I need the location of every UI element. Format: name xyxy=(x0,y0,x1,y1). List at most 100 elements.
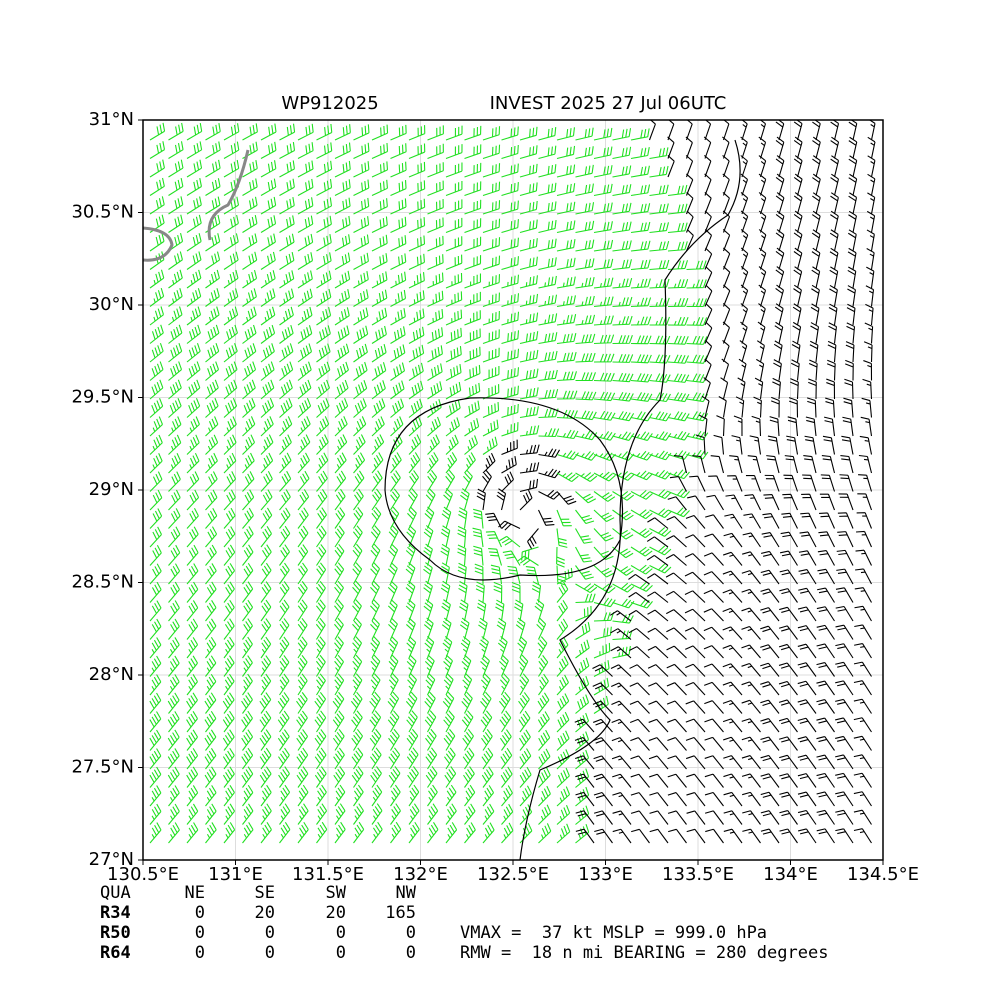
wind-barb xyxy=(390,271,407,289)
wind-barb xyxy=(667,469,690,480)
wind-barb xyxy=(186,618,199,640)
wind-barb xyxy=(279,489,291,511)
wind-barb xyxy=(241,766,254,788)
wind-barb xyxy=(352,617,362,640)
wind-barb xyxy=(612,582,635,593)
wind-barb xyxy=(857,493,873,511)
wind-barb xyxy=(168,618,180,640)
wind-barb xyxy=(803,455,817,474)
wind-barb xyxy=(575,810,595,825)
wind-barb xyxy=(741,718,761,733)
wind-barb xyxy=(649,147,669,160)
wind-barb xyxy=(575,183,594,197)
wind-barb xyxy=(499,654,509,677)
wind-barb xyxy=(519,729,531,751)
wind-barb xyxy=(316,673,326,696)
wind-barb xyxy=(440,543,450,566)
wind-barb xyxy=(686,317,708,326)
wind-barb xyxy=(353,470,365,492)
wind-barb xyxy=(390,488,400,511)
wind-barb xyxy=(204,692,217,714)
wind-barb xyxy=(593,202,613,215)
wind-barb xyxy=(756,358,765,381)
wind-barb xyxy=(706,494,724,511)
wind-barb xyxy=(811,247,821,270)
wind-barb xyxy=(630,335,652,345)
wind-barb xyxy=(316,343,331,363)
wind-barb xyxy=(334,452,347,474)
wind-barb xyxy=(316,562,327,585)
wind-barb xyxy=(369,691,381,714)
wind-barb xyxy=(835,717,854,733)
wind-barb xyxy=(830,210,839,233)
wind-barb xyxy=(593,372,615,382)
wind-barb xyxy=(798,828,817,844)
wind-barb xyxy=(186,785,199,807)
wind-barb xyxy=(809,340,819,363)
wind-barb xyxy=(149,489,163,511)
wind-barb xyxy=(519,822,533,844)
wind-barb xyxy=(593,391,616,402)
wind-barb xyxy=(316,544,327,566)
wind-barb xyxy=(648,120,656,141)
wind-barb xyxy=(444,766,457,788)
wind-barb xyxy=(353,507,364,529)
wind-barb xyxy=(685,682,706,696)
wind-barb xyxy=(763,493,780,511)
wind-barb xyxy=(630,755,650,770)
wind-barb xyxy=(334,562,345,585)
wind-barb xyxy=(703,663,724,677)
title-right: INVEST 2025 27 Jul 06UTC xyxy=(490,93,727,114)
wind-barb xyxy=(593,258,614,271)
wind-barb xyxy=(501,126,519,141)
wind-barb xyxy=(816,828,835,844)
wind-barb xyxy=(149,397,164,418)
wind-barb xyxy=(495,599,505,622)
wind-barb xyxy=(464,199,482,215)
wind-barb xyxy=(445,125,463,141)
wind-barb xyxy=(482,452,496,474)
wind-barb xyxy=(260,160,277,178)
wind-barb xyxy=(186,178,202,196)
wind-barb xyxy=(835,661,854,677)
wind-barb xyxy=(725,494,743,511)
wind-barb xyxy=(334,434,348,455)
wind-barb xyxy=(649,563,672,574)
wind-barb xyxy=(316,270,332,289)
wind-barb xyxy=(556,491,577,505)
wind-barb xyxy=(371,216,388,233)
wind-barb xyxy=(684,553,706,566)
wind-barb xyxy=(279,306,294,326)
wind-barb xyxy=(259,710,272,733)
wind-barb xyxy=(260,251,276,270)
wind-barb xyxy=(867,173,876,196)
wind-barb xyxy=(853,680,872,696)
wind-barb xyxy=(793,192,803,215)
wind-barb xyxy=(612,411,635,422)
wind-barb xyxy=(334,507,346,529)
wind-barb xyxy=(667,120,675,141)
wind-barb xyxy=(167,748,180,770)
wind-barb xyxy=(408,362,424,381)
wind-barb xyxy=(722,551,743,566)
wind-barb xyxy=(630,259,651,271)
wind-barb xyxy=(408,198,426,215)
wind-barb xyxy=(168,526,181,548)
wind-barb xyxy=(666,609,687,622)
wind-barb xyxy=(853,698,872,714)
wind-barb xyxy=(853,735,872,751)
wind-barb xyxy=(501,385,519,400)
wind-barb xyxy=(186,141,203,159)
wind-barb xyxy=(612,598,635,609)
wind-barb xyxy=(459,599,469,622)
wind-barb xyxy=(710,455,725,474)
wind-barb xyxy=(649,392,671,403)
wind-barb xyxy=(854,587,872,603)
wind-barb xyxy=(779,550,798,566)
wind-barb xyxy=(278,766,290,788)
wind-barb xyxy=(797,625,817,640)
wind-barb xyxy=(575,146,594,160)
wind-barb xyxy=(260,288,276,307)
wind-barb xyxy=(242,544,254,566)
wind-barb xyxy=(575,605,592,622)
